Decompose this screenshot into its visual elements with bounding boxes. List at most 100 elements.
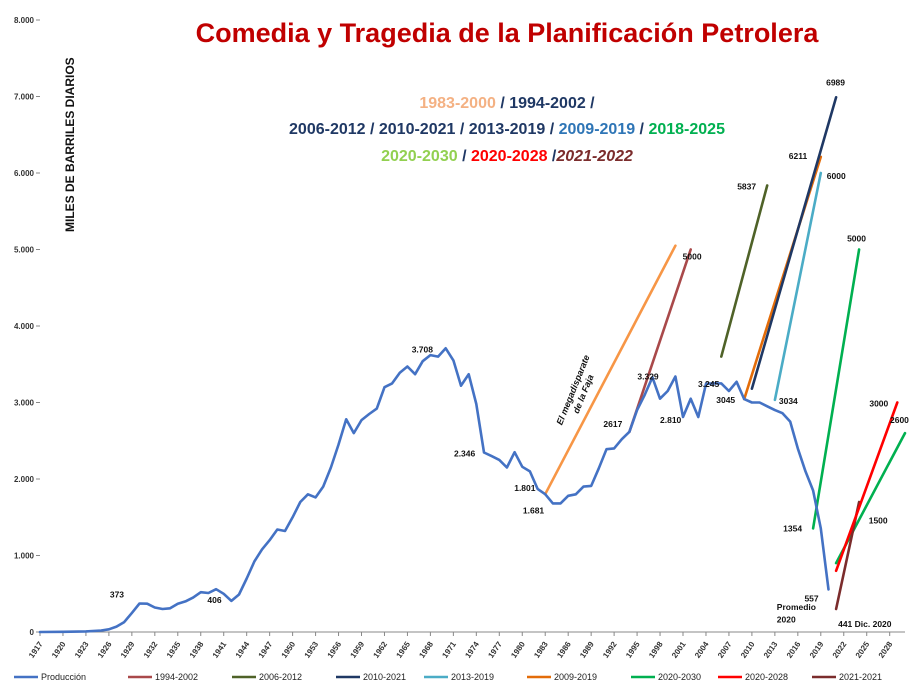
y-tick-label: 0 xyxy=(30,628,35,637)
x-tick-label: 1974 xyxy=(463,640,481,660)
data-labels: 373 406 3.708 2.346 1.801 1.681 2617 3.329 2.810… xyxy=(110,77,909,629)
y-tick-label: 6.000 xyxy=(14,169,35,178)
x-tick-label: 1968 xyxy=(417,640,435,660)
x-tick-label: 2019 xyxy=(808,640,826,660)
data-label: 3.329 xyxy=(637,371,659,381)
series-line xyxy=(719,184,769,358)
series-line xyxy=(543,244,677,496)
x-tick-label: 2016 xyxy=(785,640,803,660)
data-label: 3034 xyxy=(779,396,798,406)
y-tick-label: 5.000 xyxy=(14,246,35,255)
plan-label-segment: 2020-2030 xyxy=(381,148,458,165)
data-label: 2.346 xyxy=(454,449,476,459)
y-tick-label: 3.000 xyxy=(14,399,35,408)
y-tick-label: 2.000 xyxy=(14,475,35,484)
plan-label-segment: / xyxy=(547,148,556,165)
data-label: 6211 xyxy=(789,151,808,161)
data-label: 5837 xyxy=(737,181,756,191)
x-tick-label: 1941 xyxy=(211,640,229,660)
x-tick-label: 1962 xyxy=(372,640,390,660)
series-line xyxy=(628,248,693,434)
x-tick-label: 1953 xyxy=(303,640,321,660)
legend-label: 1994-2002 xyxy=(155,672,198,682)
data-label: 441 Dic. 2020 xyxy=(838,619,892,629)
legend-label: Producción xyxy=(41,672,86,682)
y-tick-label: 8.000 xyxy=(14,16,35,25)
annotation: El megadisparatede la Faja xyxy=(554,353,601,430)
x-tick-label: 1980 xyxy=(509,640,527,660)
x-tick-label: 2028 xyxy=(877,640,895,660)
plan-label-line: 2006-2012 / 2010-2021 / 2013-2019 / 2009… xyxy=(289,121,725,138)
legend-label: 2013-2019 xyxy=(451,672,494,682)
legend: Producción 1994-2002 2006-2012 2010-2021 201… xyxy=(14,672,882,682)
x-tick-label: 1944 xyxy=(234,640,252,660)
plan-label-segment: / xyxy=(455,121,468,138)
data-label: 2600 xyxy=(890,415,909,425)
plan-label-line: 2020-2030 / 2020-2028 /2021-2022 xyxy=(381,148,633,165)
x-tick-label: 1923 xyxy=(73,640,91,660)
x-tick-label: 1965 xyxy=(394,640,412,660)
x-tick-label: 1950 xyxy=(280,640,298,660)
plan-label-segment: 2020-2028 xyxy=(471,148,548,165)
data-label: 1.681 xyxy=(523,505,545,515)
chart-title: Comedia y Tragedia de la Planificación P… xyxy=(196,18,820,48)
plan-labels: 1983-2000 / 1994-2002 /2006-2012 / 2010-… xyxy=(289,95,725,165)
legend-label: 2006-2012 xyxy=(259,672,302,682)
plan-label-segment: 2010-2021 xyxy=(379,121,456,138)
plan-label-segment: 1983-2000 xyxy=(419,95,496,112)
data-label: 6989 xyxy=(826,77,845,87)
data-label: Promedio xyxy=(777,602,816,612)
data-label: 1.801 xyxy=(514,483,536,493)
x-tick-label: 1935 xyxy=(165,640,183,660)
legend-label: 2009-2019 xyxy=(554,672,597,682)
data-label: 406 xyxy=(207,595,221,605)
data-label: 6000 xyxy=(827,171,846,181)
plan-label-segment: / xyxy=(458,148,471,165)
data-label: 557 xyxy=(804,593,818,603)
plan-label-segment: 2021-2022 xyxy=(555,148,633,165)
x-tick-label: 1986 xyxy=(555,640,573,660)
y-tick-label: 7.000 xyxy=(14,93,35,102)
x-tick-label: 1917 xyxy=(27,640,45,660)
plan-label-segment: / xyxy=(496,95,509,112)
legend-label: 2020-2030 xyxy=(658,672,701,682)
x-tick-label: 2007 xyxy=(716,640,734,660)
x-tick-label: 1920 xyxy=(50,640,68,660)
plan-label-segment: / xyxy=(586,95,595,112)
x-tick-label: 1971 xyxy=(440,640,458,660)
data-label: 3.708 xyxy=(412,344,434,354)
plan-label-segment: / xyxy=(366,121,379,138)
plan-label-segment: 2018-2025 xyxy=(648,121,725,138)
x-tick-label: 1926 xyxy=(96,640,114,660)
plan-label-segment: 2006-2012 xyxy=(289,121,366,138)
data-label: 373 xyxy=(110,589,124,599)
x-tick-label: 1929 xyxy=(119,640,137,660)
data-label: 1500 xyxy=(869,515,888,525)
plan-label-line: 1983-2000 / 1994-2002 / xyxy=(419,95,595,112)
plan-label-segment: / xyxy=(545,121,558,138)
series-line xyxy=(38,346,830,634)
x-tick-label: 2001 xyxy=(670,640,688,660)
x-tick-label: 1977 xyxy=(486,640,504,660)
x-tick-label: 2004 xyxy=(693,640,711,660)
x-tick-label: 1995 xyxy=(624,640,642,660)
x-tick-label: 1947 xyxy=(257,640,275,660)
data-label: 2020 xyxy=(777,615,796,625)
x-tick-label: 2022 xyxy=(831,640,849,660)
annotation-text: El megadisparatede la Faja xyxy=(554,353,601,430)
plan-label-segment: 2009-2019 xyxy=(559,121,636,138)
series-line xyxy=(750,96,838,391)
plan-label-segment: / xyxy=(635,121,648,138)
x-tick-label: 2013 xyxy=(762,640,780,660)
x-tick-label: 1938 xyxy=(188,640,206,660)
plan-label-segment: 1994-2002 xyxy=(509,95,586,112)
x-tick-label: 2010 xyxy=(739,640,757,660)
series-line xyxy=(834,401,899,573)
x-tick-label: 1989 xyxy=(578,640,596,660)
x-tick-label: 1992 xyxy=(601,640,619,660)
legend-label: 2021-2021 xyxy=(839,672,882,682)
y-tick-label: 4.000 xyxy=(14,322,35,331)
x-tick-label: 1983 xyxy=(532,640,550,660)
legend-label: 2010-2021 xyxy=(363,672,406,682)
